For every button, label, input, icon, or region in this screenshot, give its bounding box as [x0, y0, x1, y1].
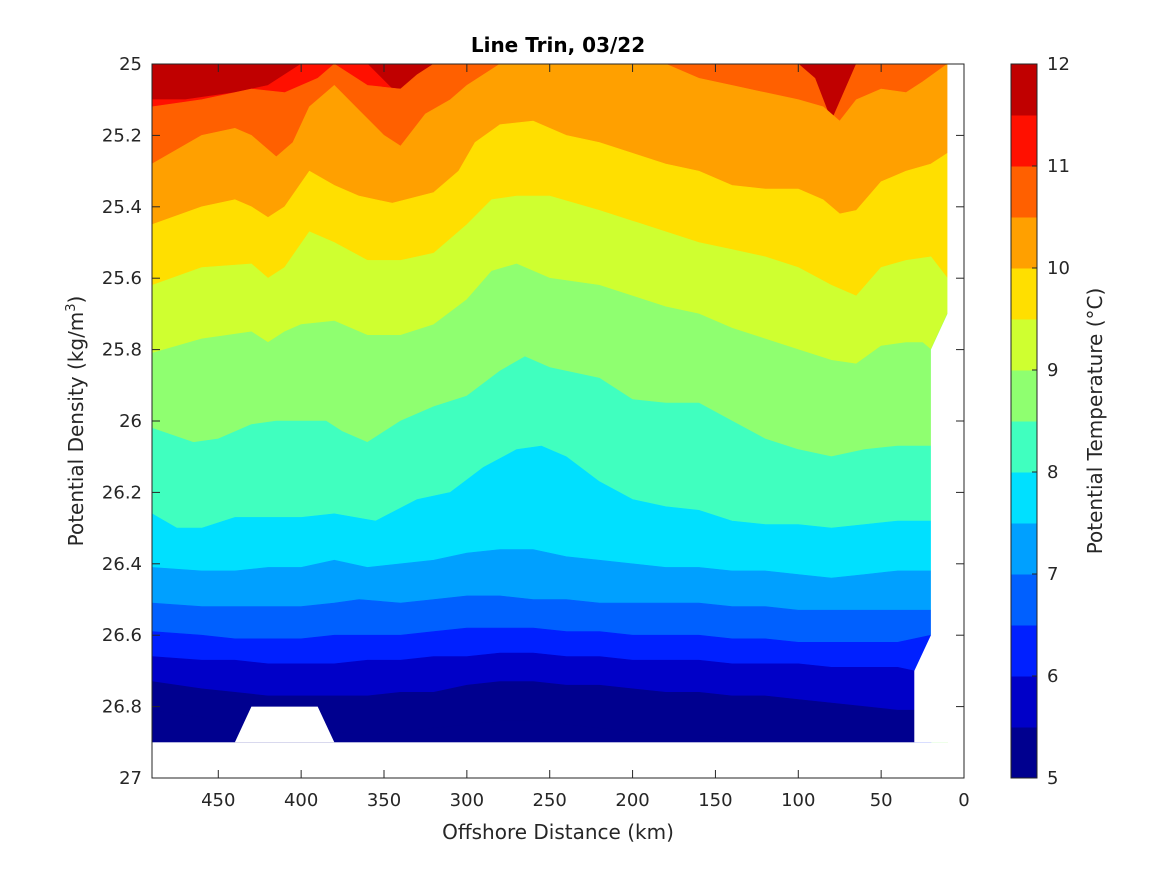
colorbar-swatch [1011, 64, 1037, 116]
colorbar-swatch [1011, 268, 1037, 320]
colorbar-swatch [1011, 727, 1037, 779]
y-tick-label: 27 [119, 768, 142, 789]
colorbar-swatch [1011, 115, 1037, 167]
colorbar-tick-label: 11 [1047, 156, 1070, 177]
band-below-5.5 [152, 681, 915, 743]
chart-title: Line Trin, 03/22 [471, 33, 645, 57]
y-tick-label: 25.8 [102, 340, 142, 361]
contour-bands [152, 64, 948, 743]
colorbar-frame [1010, 63, 1038, 779]
y-tick-label: 26 [119, 411, 142, 432]
y-axis-label-main: Potential Density (kg/m [64, 312, 88, 547]
colorbar-tick-label: 5 [1047, 768, 1058, 789]
colorbar-tick-label: 7 [1047, 564, 1058, 585]
data-mask [152, 64, 964, 778]
axis-ticks: 450 400 350 300 250 200 150 100 50 0 25 25.2 25.4 25.… [102, 54, 970, 811]
colorbar-swatch [1011, 370, 1037, 422]
y-tick-label: 26.4 [102, 554, 142, 575]
x-tick-label: 250 [533, 790, 567, 811]
colorbar: 5 6 7 8 9 10 11 12 [1010, 54, 1070, 789]
colorbar-tick-label: 10 [1047, 258, 1070, 279]
colorbar-swatch [1011, 319, 1037, 371]
colorbar-swatch [1011, 523, 1037, 575]
x-tick-label: 350 [367, 790, 401, 811]
y-tick-label: 26.8 [102, 697, 142, 718]
colorbar-tick-label: 12 [1047, 54, 1070, 75]
colorbar-swatch [1011, 676, 1037, 728]
colorbar-swatch [1011, 472, 1037, 524]
y-axis-label: Potential Density (kg/m3) [64, 296, 88, 547]
colorbar-tick-label: 8 [1047, 462, 1058, 483]
mask-right-edge [914, 64, 964, 743]
mask-bottom-gap [234, 706, 335, 743]
y-tick-label: 25.6 [102, 268, 142, 289]
x-tick-label: 150 [698, 790, 732, 811]
colorbar-tick-label: 6 [1047, 666, 1058, 687]
x-tick-label: 0 [958, 790, 969, 811]
y-tick-label: 25.4 [102, 197, 142, 218]
colorbar-label: Potential Temperature (°C) [1083, 288, 1107, 555]
y-axis-label-superscript: 3 [64, 303, 79, 311]
y-tick-label: 26.6 [102, 625, 142, 646]
y-axis-label-close: ) [64, 296, 88, 304]
colorbar-tick-label: 9 [1047, 360, 1058, 381]
x-tick-label: 300 [450, 790, 484, 811]
colorbar-swatch [1011, 625, 1037, 677]
y-tick-label: 25 [119, 54, 142, 75]
x-tick-label: 400 [284, 790, 318, 811]
x-axis-label: Offshore Distance (km) [442, 820, 674, 844]
y-tick-label: 26.2 [102, 482, 142, 503]
x-tick-label: 50 [870, 790, 893, 811]
colorbar-swatch [1011, 421, 1037, 473]
mask-below-data [152, 742, 964, 778]
x-tick-label: 200 [615, 790, 649, 811]
colorbar-swatch [1011, 217, 1037, 269]
x-tick-label: 450 [201, 790, 235, 811]
colorbar-swatch [1011, 574, 1037, 626]
x-tick-label: 100 [781, 790, 815, 811]
y-tick-label: 25.2 [102, 125, 142, 146]
colorbar-swatch [1011, 166, 1037, 218]
